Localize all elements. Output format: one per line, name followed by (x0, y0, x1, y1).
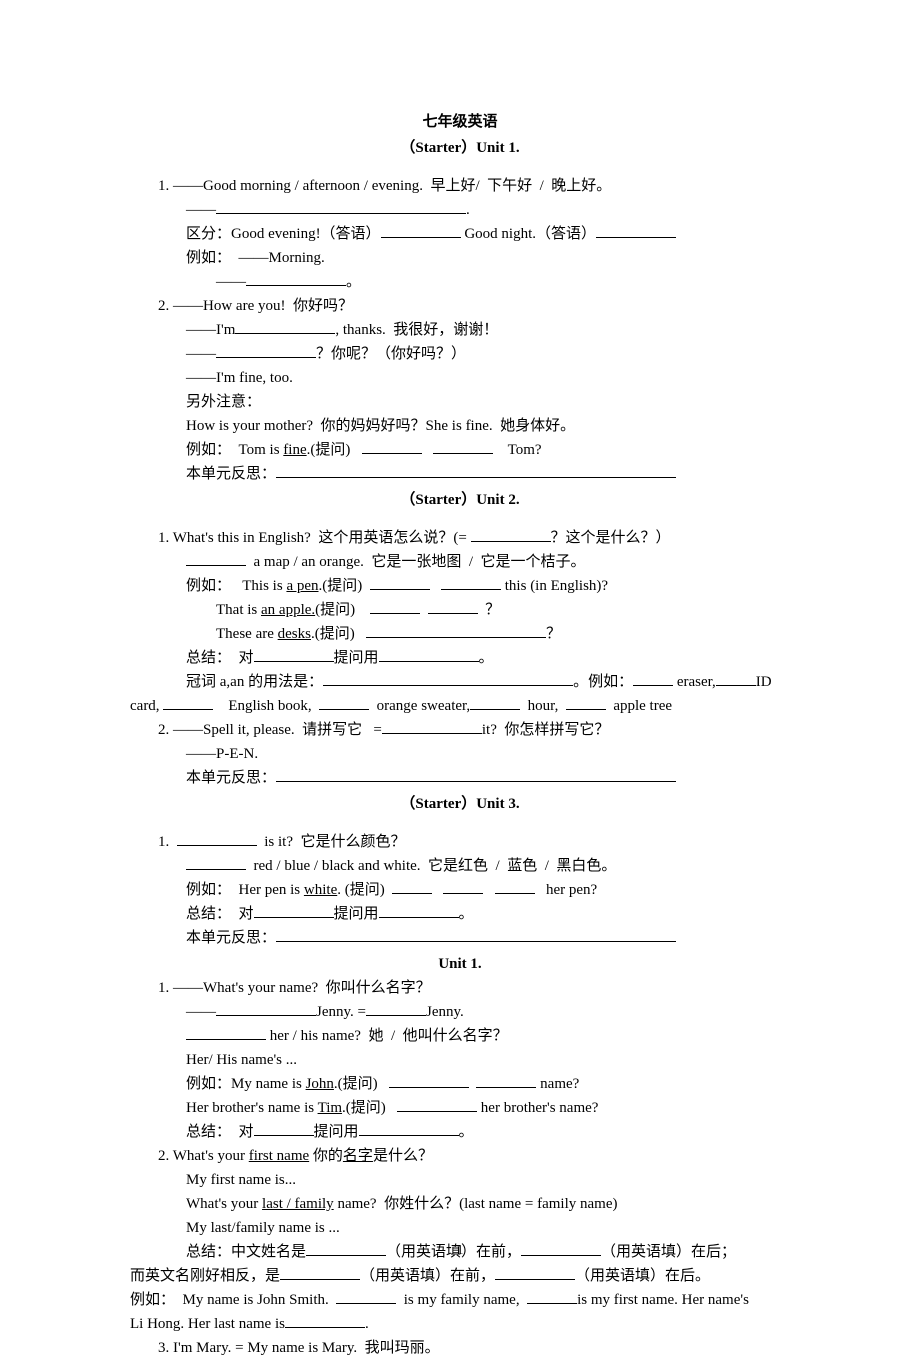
s1-line: How is your mother? 你的妈妈好吗？She is fine. … (130, 414, 790, 438)
s4-line: 3. I'm Mary. = My name is Mary. 我叫玛丽。 (130, 1336, 790, 1360)
blank (389, 1074, 469, 1088)
s4-line: 总结： 对提问用。 (130, 1120, 790, 1144)
blank (566, 696, 606, 710)
blank (280, 1266, 360, 1280)
section-3-title: （Starter）Unit 3. (130, 792, 790, 816)
blank (276, 464, 676, 478)
s4-line: 1. ——What's your name? 你叫什么名字？ (130, 976, 790, 1000)
blank (359, 1122, 459, 1136)
blank (276, 768, 676, 782)
blank (716, 672, 756, 686)
s1-line: ——I'm fine, too. (130, 366, 790, 390)
blank (443, 880, 483, 894)
blank (366, 624, 546, 638)
blank (441, 576, 501, 590)
blank (633, 672, 673, 686)
blank (186, 856, 246, 870)
s2-line: 2. ——Spell it, please. 请拼写它 =it? 你怎样拼写它？ (130, 718, 790, 742)
doc-title: 七年级英语 (130, 110, 790, 134)
s2-line: 例如： This is a pen.(提问) this (in English)… (130, 574, 790, 598)
blank (370, 576, 430, 590)
s1-line: 例如： Tom is fine.(提问) Tom? (130, 438, 790, 462)
blank (428, 600, 478, 614)
s3-line: red / blue / black and white. 它是红色 / 蓝色 … (130, 854, 790, 878)
s2-line: These are desks.(提问) ？ (130, 622, 790, 646)
s2-line: 本单元反思： (130, 766, 790, 790)
s2-line: a map / an orange. 它是一张地图 / 它是一个桔子。 (130, 550, 790, 574)
blank (216, 344, 316, 358)
s1-line: 例如： ——Morning. (130, 246, 790, 270)
page-number: 1 (0, 1240, 920, 1262)
blank (382, 720, 482, 734)
s4-line: 而英文名刚好相反，是（用英语填）在前，（用英语填）在后。 (130, 1264, 790, 1288)
s1-line: ——. (130, 198, 790, 222)
section-2-title: （Starter）Unit 2. (130, 488, 790, 512)
s1-line: ——I'm, thanks. 我很好，谢谢！ (130, 318, 790, 342)
blank (285, 1314, 365, 1328)
blank (163, 696, 213, 710)
s2-line: 1. What's this in English? 这个用英语怎么说？(= ？… (130, 526, 790, 550)
s1-line: 2. ——How are you! 你好吗？ (130, 294, 790, 318)
s4-line: ——Jenny. =Jenny. (130, 1000, 790, 1024)
blank (433, 440, 493, 454)
blank (495, 1266, 575, 1280)
blank (362, 440, 422, 454)
s3-line: 总结： 对提问用。 (130, 902, 790, 926)
blank (397, 1098, 477, 1112)
s4-line: her / his name? 她 / 他叫什么名字？ (130, 1024, 790, 1048)
blank (370, 600, 420, 614)
blank (596, 224, 676, 238)
s4-line: My last/family name is ... (130, 1216, 790, 1240)
blank (495, 880, 535, 894)
blank (323, 672, 573, 686)
s2-line: 冠词 a,an 的用法是：。例如： eraser,ID (130, 670, 790, 694)
s1-line: 1. ——Good morning / afternoon / evening.… (130, 174, 790, 198)
blank (235, 320, 335, 334)
section-1-title: （Starter）Unit 1. (130, 136, 790, 160)
blank (366, 1002, 426, 1016)
s2-line: 总结： 对提问用。 (130, 646, 790, 670)
s3-line: 本单元反思： (130, 926, 790, 950)
s4-line: 例如： My name is John Smith. is my family … (130, 1288, 790, 1312)
blank (254, 904, 334, 918)
blank (186, 1026, 266, 1040)
blank (476, 1074, 536, 1088)
blank (379, 648, 479, 662)
s4-line: Her brother's name is Tim.(提问) her broth… (130, 1096, 790, 1120)
blank (186, 552, 246, 566)
blank (381, 224, 461, 238)
blank (379, 904, 459, 918)
s4-line: 例如：My name is John.(提问) name? (130, 1072, 790, 1096)
s1-line: 本单元反思： (130, 462, 790, 486)
blank (216, 200, 466, 214)
s1-line: 区分：Good evening!（答语） Good night.（答语） (130, 222, 790, 246)
blank (276, 928, 676, 942)
s4-line: My first name is... (130, 1168, 790, 1192)
blank (246, 272, 346, 286)
blank (216, 1002, 316, 1016)
s1-line: ——？你呢？（你好吗？） (130, 342, 790, 366)
s2-line: card, English book, orange sweater, hour… (130, 694, 790, 718)
blank (254, 1122, 314, 1136)
blank (177, 832, 257, 846)
s4-line: 2. What's your first name 你的名字是什么？ (130, 1144, 790, 1168)
blank (470, 696, 520, 710)
s4-line: Li Hong. Her last name is. (130, 1312, 790, 1336)
blank (254, 648, 334, 662)
s3-line: 1. is it? 它是什么颜色？ (130, 830, 790, 854)
section-4-title: Unit 1. (130, 952, 790, 976)
s2-line: ——P-E-N. (130, 742, 790, 766)
s1-line: 另外注意： (130, 390, 790, 414)
s3-line: 例如： Her pen is white. (提问) her pen? (130, 878, 790, 902)
blank (319, 696, 369, 710)
s1-line: ——。 (130, 270, 790, 294)
s2-line: That is an apple.(提问) ？ (130, 598, 790, 622)
s4-line: What's your last / family name? 你姓什么？(la… (130, 1192, 790, 1216)
blank (392, 880, 432, 894)
s4-line: Her/ His name's ... (130, 1048, 790, 1072)
blank (471, 528, 551, 542)
